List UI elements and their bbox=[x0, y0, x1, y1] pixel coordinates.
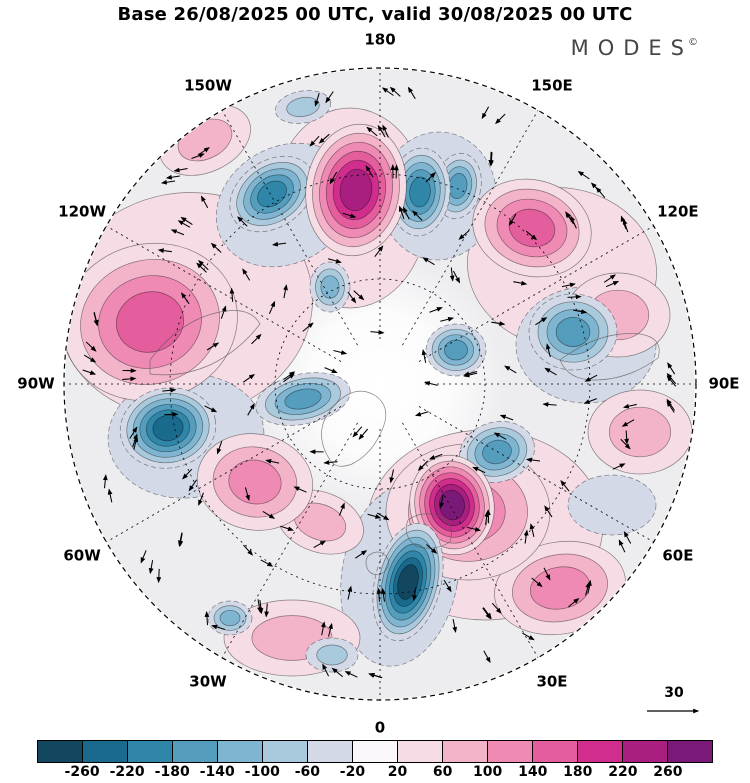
wind-vectors bbox=[82, 86, 677, 679]
meridian-label: 120E bbox=[657, 203, 699, 221]
meridian-label: 150W bbox=[184, 77, 232, 95]
coastlines bbox=[149, 310, 660, 575]
colorbar-cell bbox=[263, 741, 308, 762]
meridian-labels: 180 150E 120E 90E 60E 30E 0 30W 60W 90W 120W 150W bbox=[17, 31, 739, 737]
colorbar-cell bbox=[218, 741, 263, 762]
chart-title: Base 26/08/2025 00 UTC, valid 30/08/2025… bbox=[117, 4, 633, 25]
colorbar-tick-label: 180 bbox=[563, 764, 593, 780]
colorbar-tick-label: 260 bbox=[653, 764, 683, 780]
meridian-label: 120W bbox=[58, 203, 106, 221]
modes-logo-text: MODES bbox=[570, 36, 693, 60]
colorbar-cell bbox=[353, 741, 398, 762]
meridian-label: 0 bbox=[375, 719, 385, 737]
meridian-label: 150E bbox=[531, 77, 573, 95]
meridian-label: 30E bbox=[536, 672, 567, 690]
vector-reference: 30 bbox=[647, 685, 700, 714]
colorbar-tick-label: -260 bbox=[64, 764, 100, 780]
colorbar-cell bbox=[578, 741, 623, 762]
graticule bbox=[63, 67, 697, 701]
colorbar-tick-label: -100 bbox=[244, 764, 280, 780]
colorbar-cell bbox=[128, 741, 173, 762]
colorbar-ticks: -260 -220 -180 -140 -100 -60 -20 20 60 100 140 180 2… bbox=[37, 762, 713, 782]
colorbar-cell bbox=[38, 741, 83, 762]
meridian-label: 90W bbox=[17, 375, 55, 393]
colorbar-tick-label: 220 bbox=[608, 764, 638, 780]
colorbar bbox=[37, 740, 713, 763]
colorbar-tick-label: -180 bbox=[154, 764, 190, 780]
colorbar-cell bbox=[173, 741, 218, 762]
coastline-path bbox=[321, 390, 387, 467]
colorbar-tick-label: 60 bbox=[432, 764, 453, 780]
colorbar-tick-label: -140 bbox=[199, 764, 235, 780]
modes-logo-copyright: © bbox=[688, 37, 698, 48]
modes-logo: MODES© bbox=[571, 36, 698, 60]
colorbar-tick-label: 20 bbox=[387, 764, 408, 780]
coastline-path bbox=[365, 551, 389, 575]
meridian-label: 180 bbox=[364, 31, 395, 49]
colorbar-tick-label: 140 bbox=[518, 764, 548, 780]
colorbar-tick-label: -60 bbox=[294, 764, 321, 780]
colorbar-cell bbox=[308, 741, 353, 762]
meridian-label: 30W bbox=[189, 672, 227, 690]
meridian-label: 90E bbox=[708, 375, 739, 393]
meridian-label: 60W bbox=[63, 547, 101, 565]
colorbar-cell bbox=[398, 741, 443, 762]
colorbar-cell bbox=[623, 741, 668, 762]
coastline-path bbox=[559, 333, 660, 381]
coastline-path bbox=[405, 513, 452, 549]
colorbar-tick-label: 100 bbox=[473, 764, 503, 780]
colorbar-cell bbox=[83, 741, 128, 762]
vector-reference-label: 30 bbox=[664, 685, 684, 701]
colorbar-cell bbox=[533, 741, 578, 762]
anomaly-field bbox=[65, 69, 695, 699]
map-boundary-circle bbox=[63, 67, 697, 701]
colorbar-tick-label: -20 bbox=[339, 764, 366, 780]
colorbar-tick-label: -220 bbox=[109, 764, 145, 780]
colorbar-cell bbox=[488, 741, 533, 762]
coastline-path bbox=[149, 310, 261, 376]
meridian-label: 60E bbox=[662, 547, 693, 565]
colorbar-cell bbox=[443, 741, 488, 762]
colorbar-cell bbox=[668, 741, 712, 762]
